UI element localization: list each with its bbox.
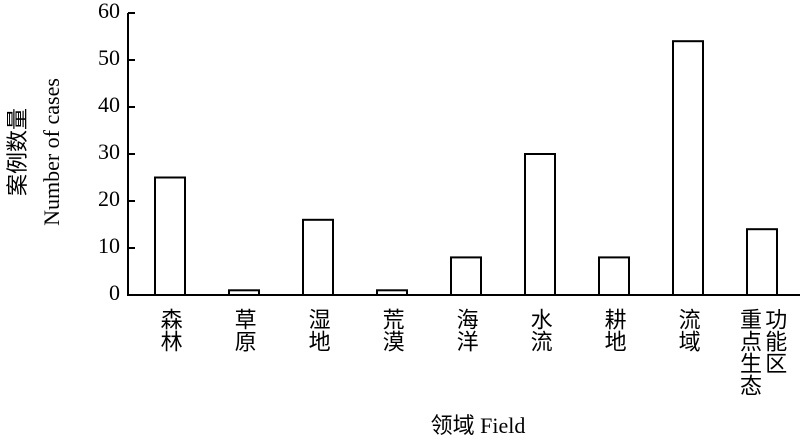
- x-tick-label: 森林: [157, 308, 183, 352]
- x-tick-label: 水流: [527, 308, 553, 352]
- x-tick-label: 重点生态功能区: [737, 308, 788, 396]
- x-tick-label: 流域: [675, 308, 701, 352]
- y-tick-label: 60: [98, 0, 120, 23]
- bar: [598, 256, 630, 296]
- y-label: 案例数量: [5, 108, 30, 196]
- y-tick-label: 10: [98, 233, 120, 258]
- bar: [376, 289, 408, 296]
- x-tick-label: 耕地: [601, 308, 627, 352]
- bar: [154, 176, 186, 296]
- bar: [228, 289, 260, 296]
- bar: [302, 218, 334, 296]
- x-label: 领域 Field: [431, 413, 526, 438]
- x-tick-label: 湿地: [305, 308, 331, 352]
- x-tick-label: 草原: [231, 308, 257, 352]
- bar: [672, 40, 704, 297]
- x-tick-label: 荒漠: [379, 308, 405, 352]
- y-tick-label: 50: [98, 45, 120, 70]
- bar: [450, 256, 482, 296]
- bar: [524, 153, 556, 296]
- y-label: Number of cases: [39, 78, 64, 226]
- x-tick-label: 海洋: [453, 308, 479, 352]
- y-tick-label: 20: [98, 186, 120, 211]
- y-tick-label: 30: [98, 139, 120, 164]
- y-tick-label: 0: [109, 280, 120, 305]
- y-tick-label: 40: [98, 92, 120, 117]
- bar: [746, 228, 778, 296]
